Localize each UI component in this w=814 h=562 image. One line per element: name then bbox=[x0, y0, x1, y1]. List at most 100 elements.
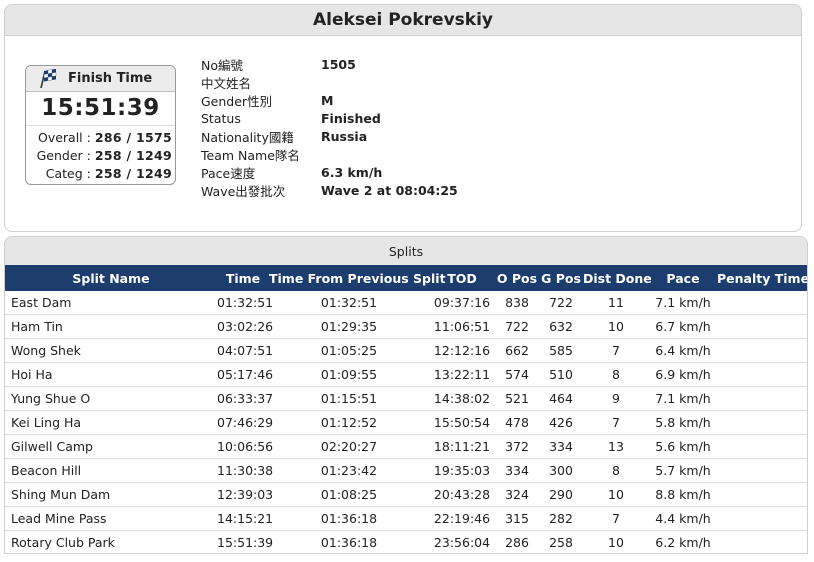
cell-time: 15:51:39 bbox=[217, 530, 273, 553]
ranking-label: Categ : bbox=[45, 165, 91, 181]
column-header-tod: TOD bbox=[429, 265, 495, 291]
cell-time: 14:15:21 bbox=[217, 506, 273, 531]
info-label: No編號 bbox=[201, 57, 243, 73]
cell-penalty-time bbox=[717, 410, 807, 435]
info-label: Pace速度 bbox=[201, 165, 256, 181]
cell-split-name: Rotary Club Park bbox=[5, 530, 217, 553]
splits-title: Splits bbox=[5, 237, 807, 265]
cell-time: 04:07:51 bbox=[217, 338, 273, 363]
info-value: Wave 2 at 08:04:25 bbox=[321, 182, 458, 198]
cell-time-from-previous: 01:09:55 bbox=[269, 362, 429, 387]
column-header-dist-done: Dist Done bbox=[583, 265, 652, 291]
cell-time-from-previous: 02:20:27 bbox=[269, 434, 429, 459]
finish-time-header: Finish Time bbox=[26, 66, 175, 92]
cell-penalty-time bbox=[717, 434, 807, 459]
splits-body: East Dam 01:32:51 01:32:51 09:37:16 838 722 11… bbox=[5, 291, 807, 553]
cell-time-from-previous: 01:36:18 bbox=[269, 506, 429, 531]
cell-g-pos: 510 bbox=[539, 362, 583, 387]
info-row-team-name: Team Name隊名 bbox=[201, 145, 458, 163]
cell-time: 01:32:51 bbox=[217, 291, 273, 315]
cell-o-pos: 324 bbox=[495, 482, 539, 507]
table-row: Gilwell Camp 10:06:56 02:20:27 18:11:21 372 3… bbox=[5, 434, 807, 459]
table-row: Shing Mun Dam 12:39:03 01:08:25 20:43:28 324… bbox=[5, 482, 807, 507]
splits-table: Split Name Time Time From Previous Split TO… bbox=[5, 265, 807, 553]
cell-g-pos: 334 bbox=[539, 434, 583, 459]
cell-o-pos: 478 bbox=[495, 410, 539, 435]
runner-info-list: No編號 1505 中文姓名 Gender性別 M Status Finished N… bbox=[201, 55, 458, 199]
cell-dist-done: 8 bbox=[583, 362, 649, 387]
info-value: 1505 bbox=[321, 56, 356, 72]
info-label: Status bbox=[201, 110, 241, 126]
cell-split-name: Ham Tin bbox=[5, 314, 217, 339]
cell-dist-done: 9 bbox=[583, 386, 649, 411]
cell-penalty-time bbox=[717, 482, 807, 507]
cell-tod: 13:22:11 bbox=[429, 362, 495, 387]
cell-penalty-time bbox=[717, 362, 807, 387]
ranking-value: 258 / 1249 bbox=[94, 147, 172, 163]
cell-tod: 23:56:04 bbox=[429, 530, 495, 553]
cell-g-pos: 585 bbox=[539, 338, 583, 363]
cell-penalty-time bbox=[717, 386, 807, 411]
info-row-pace: Pace速度 6.3 km/h bbox=[201, 163, 458, 181]
cell-time-from-previous: 01:23:42 bbox=[269, 458, 429, 483]
cell-time: 07:46:29 bbox=[217, 410, 273, 435]
column-header-time-from-previous: Time From Previous Split bbox=[269, 265, 446, 291]
cell-split-name: Shing Mun Dam bbox=[5, 482, 217, 507]
cell-o-pos: 662 bbox=[495, 338, 539, 363]
column-header-o-pos: O Pos bbox=[495, 265, 539, 291]
finish-time-value: 15:51:39 bbox=[26, 92, 175, 126]
cell-split-name: Lead Mine Pass bbox=[5, 506, 217, 531]
column-header-g-pos: G Pos bbox=[539, 265, 583, 291]
cell-tod: 15:50:54 bbox=[429, 410, 495, 435]
info-value: Finished bbox=[321, 110, 381, 126]
table-row: Lead Mine Pass 14:15:21 01:36:18 22:19:46 31… bbox=[5, 506, 807, 531]
cell-dist-done: 8 bbox=[583, 458, 649, 483]
table-row: Yung Shue O 06:33:37 01:15:51 14:38:02 521 46… bbox=[5, 386, 807, 411]
cell-dist-done: 7 bbox=[583, 338, 649, 363]
info-row-gender: Gender性別 M bbox=[201, 91, 458, 109]
ranking-category: Categ : 258 / 1249 bbox=[26, 164, 175, 182]
cell-dist-done: 10 bbox=[583, 530, 649, 553]
info-row-wave: Wave出發批次 Wave 2 at 08:04:25 bbox=[201, 181, 458, 199]
splits-header-row: Split Name Time Time From Previous Split TO… bbox=[5, 265, 807, 291]
cell-tod: 18:11:21 bbox=[429, 434, 495, 459]
runner-summary-panel: Aleksei Pokrevskiy Finish Time 15:51 bbox=[4, 4, 802, 232]
cell-time-from-previous: 01:12:52 bbox=[269, 410, 429, 435]
cell-dist-done: 11 bbox=[583, 291, 649, 315]
cell-g-pos: 426 bbox=[539, 410, 583, 435]
ranking-value: 286 / 1575 bbox=[94, 129, 172, 145]
cell-time-from-previous: 01:36:18 bbox=[269, 530, 429, 553]
cell-o-pos: 372 bbox=[495, 434, 539, 459]
cell-o-pos: 286 bbox=[495, 530, 539, 553]
cell-split-name: Gilwell Camp bbox=[5, 434, 217, 459]
cell-g-pos: 464 bbox=[539, 386, 583, 411]
cell-g-pos: 300 bbox=[539, 458, 583, 483]
info-value: Russia bbox=[321, 128, 368, 144]
cell-time-from-previous: 01:15:51 bbox=[269, 386, 429, 411]
cell-pace: 5.8 km/h bbox=[649, 410, 717, 435]
cell-pace: 8.8 km/h bbox=[649, 482, 717, 507]
finish-time-title: Finish Time bbox=[68, 71, 153, 86]
info-label: Team Name隊名 bbox=[201, 147, 300, 163]
table-row: Ham Tin 03:02:26 01:29:35 11:06:51 722 632 10 6… bbox=[5, 314, 807, 339]
cell-pace: 6.2 km/h bbox=[649, 530, 717, 553]
cell-o-pos: 334 bbox=[495, 458, 539, 483]
cell-g-pos: 282 bbox=[539, 506, 583, 531]
info-row-nationality: Nationality國籍 Russia bbox=[201, 127, 458, 145]
cell-dist-done: 10 bbox=[583, 314, 649, 339]
cell-o-pos: 574 bbox=[495, 362, 539, 387]
cell-penalty-time bbox=[717, 314, 807, 339]
cell-tod: 20:43:28 bbox=[429, 482, 495, 507]
checkered-flag-icon bbox=[40, 68, 57, 88]
cell-o-pos: 838 bbox=[495, 291, 539, 315]
cell-pace: 6.4 km/h bbox=[649, 338, 717, 363]
cell-dist-done: 7 bbox=[583, 506, 649, 531]
cell-split-name: East Dam bbox=[5, 291, 217, 315]
cell-tod: 12:12:16 bbox=[429, 338, 495, 363]
cell-time: 06:33:37 bbox=[217, 386, 273, 411]
cell-g-pos: 722 bbox=[539, 291, 583, 315]
table-row: Rotary Club Park 15:51:39 01:36:18 23:56:04… bbox=[5, 530, 807, 553]
table-row: Wong Shek 04:07:51 01:05:25 12:12:16 662 585 7… bbox=[5, 338, 807, 363]
cell-tod: 22:19:46 bbox=[429, 506, 495, 531]
cell-penalty-time bbox=[717, 338, 807, 363]
